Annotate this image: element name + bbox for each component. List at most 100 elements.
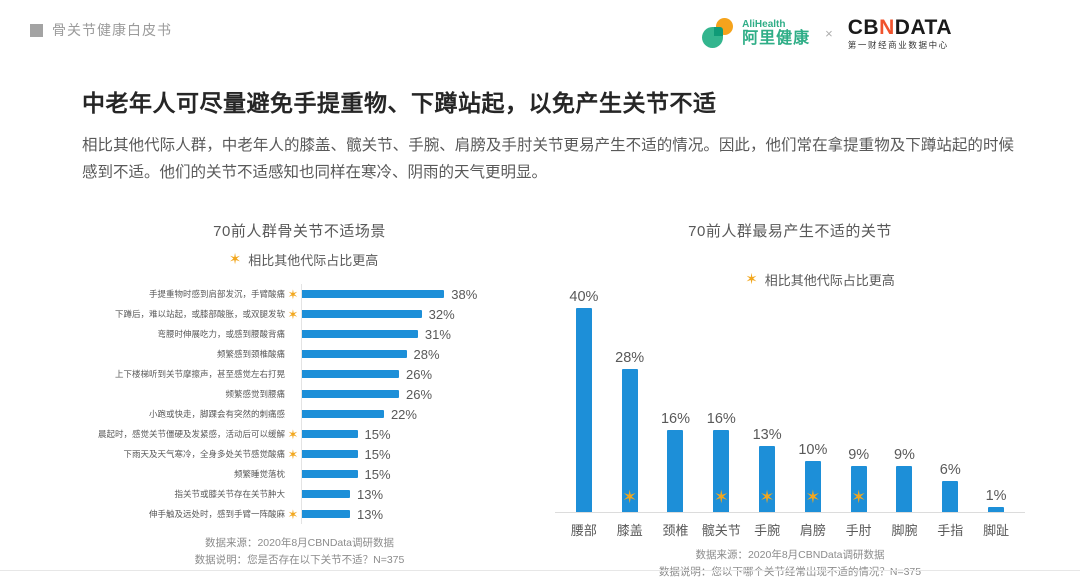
star-icon: ✶ [745,271,758,288]
bar [301,490,350,498]
star-icon: ✶ [287,286,299,302]
bar-value: 26% [406,366,433,382]
bar-row: 手提重物时感到肩部发沉，手臂酸痛 ✶ 38% [95,284,540,304]
star-icon: ✶ [851,487,867,507]
data-source-line: 数据来源：2020年8月CBNData调研数据 [204,537,395,549]
bar-row-label: 小跑或快走，脚踝会有突然的刺痛感 [148,409,285,419]
bar [804,461,821,512]
bar [301,450,358,458]
data-note-line: 数据说明：您是否存在以下关节不适？N=375 [194,554,405,567]
category-label: 髋关节 [701,523,741,538]
left-chart: 70前人群骨关节不适场景 ✶ 相比其他代际占比更高 手提重物时感到肩部发沉，手臂… [95,220,540,570]
bar-value: 26% [406,386,433,402]
logo-separator: × [825,25,833,41]
category-label: 腰部 [570,523,597,538]
bar [301,410,384,418]
left-chart-legend: ✶ 相比其他代际占比更高 [95,250,540,269]
bar-row: 下雨天及天气寒冷，全身多处关节感觉酸痛 ✶ 15% [95,444,540,464]
star-icon: ✶ [287,426,299,442]
alihealth-cn-label: 阿里健康 [742,29,811,47]
bar-value: 28% [413,346,440,362]
bar-row: 弯腰时伸展吃力，或感到腰酸背痛 ✶ 31% [95,324,540,344]
star-icon: ✶ [759,487,775,507]
bar-value: 13% [752,426,782,443]
bar-row-label: 手提重物时感到肩部发沉，手臂酸痛 [148,289,285,299]
bar-value: 31% [424,326,451,342]
category-label: 脚趾 [983,523,1010,538]
bar-value: 22% [390,406,417,422]
bar-column: 16% ✶ [653,267,699,512]
bar-row: 频繁感觉到腰痛 ✶ 26% [95,384,540,404]
bar [301,310,422,318]
bar-value: 9% [893,447,915,464]
bar-value: 15% [364,446,391,462]
bar-row-label: 频繁感到颈椎酸痛 [216,349,285,359]
star-icon: ✶ [805,487,821,507]
category-label: 手腕 [754,523,781,538]
bar-value: 32% [428,306,455,322]
bar-column: 6% ✶ [927,267,973,512]
bar-value: 15% [364,466,391,482]
star-icon: ✶ [287,506,299,522]
alihealth-heart-icon [702,17,735,49]
bar [301,290,445,298]
bar-value: 15% [364,426,391,442]
bar [896,466,913,512]
bar-column: 1% ✶ [973,267,1019,512]
bar-row: 上下楼梯听到关节摩擦声，甚至感觉左右打晃 ✶ 26% [95,364,540,384]
report-name: 骨关节健康白皮书 [52,22,172,38]
bar-row: 指关节或膝关节存在关节肿大 ✶ 13% [95,484,540,504]
star-icon: ✶ [713,487,729,507]
bar-value: 40% [569,289,599,305]
bar-column: 40% ✶ [561,267,607,512]
right-chart-plot: 40% ✶ 28% ✶ 16% ✶ 16% ✶ 13% ✶ 10% ✶ [555,267,1025,513]
bar-column: 10% ✶ [790,267,836,512]
brand-logos: AliHealth 阿里健康 × CBNDATA 第一财经商业数据中心 [702,16,952,50]
bar [301,510,350,518]
bar-row: 下蹲后，难以站起，或膝部酸胀，或双腿发软 ✶ 32% [95,304,540,324]
bar [667,430,684,512]
star-icon: ✶ [287,306,299,322]
right-chart-title: 70前人群最易产生不适的关节 [688,223,892,240]
bar-value: 13% [357,486,384,502]
bar-value: 16% [660,411,690,428]
bar-value: 38% [451,286,478,302]
star-icon: ✶ [622,487,638,507]
bar [988,506,1005,512]
bar-row-label: 指关节或膝关节存在关节肿大 [174,489,285,499]
left-chart-plot: 手提重物时感到肩部发沉，手臂酸痛 ✶ 38% 下蹲后，难以站起，或膝部酸胀，或双… [95,284,540,524]
bar-column: 28% ✶ [607,267,653,512]
cbndata-subtitle: 第一财经商业数据中心 [847,40,949,51]
right-chart-source: 数据来源：2020年8月CBNData调研数据 数据说明：您以下哪个关节经常出现… [555,547,1025,582]
bar [301,370,400,378]
cbndata-logo: CBNDATA 第一财经商业数据中心 [847,16,952,51]
bar-value: 9% [848,447,870,464]
bar [759,445,776,512]
bar [301,430,358,438]
category-label: 脚腕 [891,523,918,538]
bar-row-label: 频繁睡觉落枕 [233,469,285,479]
bar-row: 频繁感到颈椎酸痛 ✶ 28% [95,344,540,364]
legend-label: 相比其他代际占比更高 [248,253,379,268]
left-chart-source: 数据来源：2020年8月CBNData调研数据 数据说明：您是否存在以下关节不适… [95,535,540,570]
bar-row: 伸手触及远处时，感到手臂一阵酸麻 ✶ 13% [95,504,540,524]
bar-row-label: 上下楼梯听到关节摩擦声，甚至感觉左右打晃 [114,369,285,379]
bar-column: 13% ✶ [744,267,790,512]
bar [850,466,867,512]
category-label: 手指 [937,523,964,538]
bar-value: 1% [985,487,1007,504]
bar-row: 频繁睡觉落枕 ✶ 15% [95,464,540,484]
bar-column: 9% ✶ [836,267,882,512]
category-label: 颈椎 [662,523,689,538]
cbndata-accent-letter: N [879,16,895,39]
bar-row-label: 晨起时，感觉关节僵硬及发紧感，活动后可以缓解 [97,429,285,439]
bar [942,481,959,512]
page-title: 中老年人可尽量避免手提重物、下蹲站起，以免产生关节不适 [82,90,717,116]
bar [575,308,592,512]
category-label: 膝盖 [616,523,643,538]
bar-value: 13% [357,506,384,522]
bar [713,430,730,512]
star-icon: ✶ [228,251,242,268]
bar-row-label: 弯腰时伸展吃力，或感到腰酸背痛 [157,329,285,339]
bar-row-label: 频繁感觉到腰痛 [225,389,285,399]
